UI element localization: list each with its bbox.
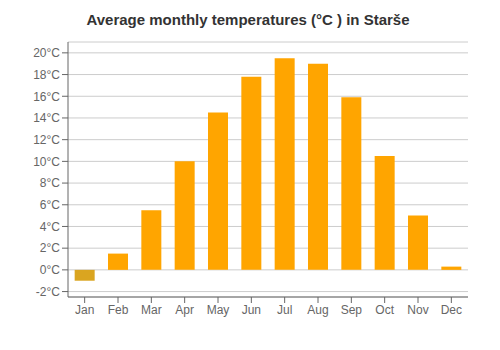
svg-text:Feb: Feb [108,303,129,317]
svg-text:Aug: Aug [307,303,328,317]
svg-text:Dec: Dec [441,303,462,317]
svg-text:0°C: 0°C [40,263,60,277]
svg-text:20°C: 20°C [33,46,60,60]
svg-text:14°C: 14°C [33,111,60,125]
svg-text:Nov: Nov [407,303,428,317]
svg-text:Mar: Mar [141,303,162,317]
svg-text:16°C: 16°C [33,90,60,104]
svg-text:Oct: Oct [375,303,394,317]
svg-text:Jan: Jan [75,303,94,317]
svg-text:Jun: Jun [242,303,261,317]
svg-text:-2°C: -2°C [36,285,60,299]
svg-text:12°C: 12°C [33,133,60,147]
svg-text:6°C: 6°C [40,198,60,212]
svg-text:2°C: 2°C [40,241,60,255]
svg-text:18°C: 18°C [33,68,60,82]
svg-text:Jul: Jul [277,303,292,317]
svg-text:4°C: 4°C [40,220,60,234]
svg-text:8°C: 8°C [40,176,60,190]
svg-text:10°C: 10°C [33,155,60,169]
svg-text:Apr: Apr [175,303,194,317]
html-text:Average monthly temperatures (: Average monthly temperatures (°C ) in St… [86,11,410,28]
svg-text:May: May [207,303,230,317]
svg-text:Sep: Sep [341,303,363,317]
